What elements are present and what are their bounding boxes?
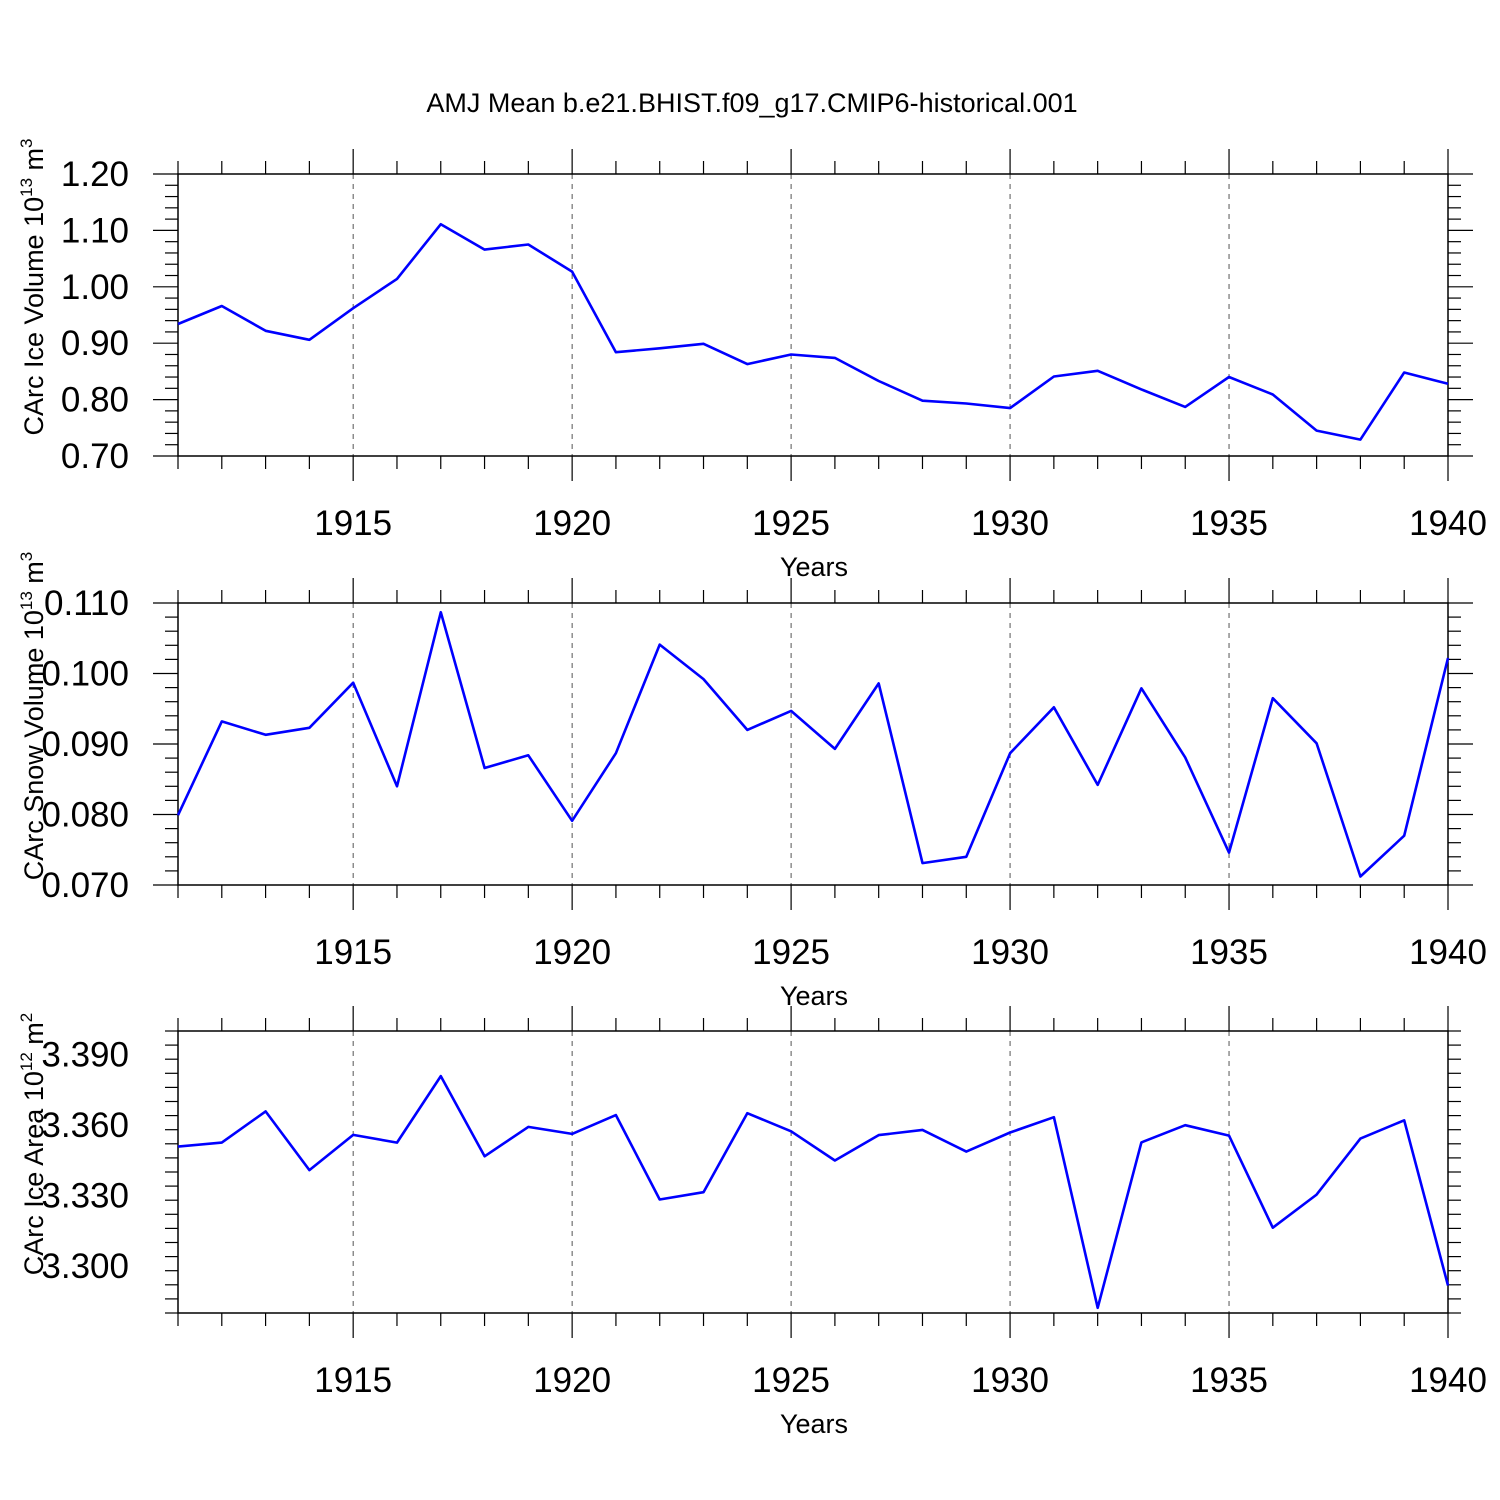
panels-container: 0.70 0.80 0.90 1.00 1.10 1.20 1915 1920 1925 1930… xyxy=(17,138,1487,1439)
y-tick-label: 0.70 xyxy=(61,437,129,476)
x-tick-label: 1935 xyxy=(1190,933,1268,972)
y-tick-label: 0.80 xyxy=(61,381,129,420)
y-axis-label: CArc Snow Volume 1013 m3 xyxy=(17,552,49,881)
x-axis-label: Years xyxy=(780,981,848,1011)
x-tick-label: 1940 xyxy=(1409,504,1487,543)
x-axis-label: Years xyxy=(780,1409,848,1439)
x-tick-label: 1940 xyxy=(1409,1361,1487,1400)
x-tick-label: 1915 xyxy=(314,933,392,972)
x-tick-label: 1920 xyxy=(533,504,611,543)
y-tick-label: 0.110 xyxy=(44,584,129,623)
x-tick-label: 1920 xyxy=(533,933,611,972)
x-axis-label: Years xyxy=(780,552,848,582)
series-line xyxy=(177,222,1449,441)
x-tick-label: 1940 xyxy=(1409,933,1487,972)
plot-frame xyxy=(177,173,1449,457)
x-tick-label: 1935 xyxy=(1190,504,1268,543)
x-tick-label: 1915 xyxy=(314,504,392,543)
series-line xyxy=(177,1074,1450,1310)
chart-title: AMJ Mean b.e21.BHIST.f09_g17.CMIP6-histo… xyxy=(426,88,1077,118)
x-tick-label: 1925 xyxy=(752,933,830,972)
panel-3: 3.300 3.330 3.360 3.390 1915 1920 1925 1930 1935… xyxy=(17,1006,1487,1439)
panel-1: 0.70 0.80 0.90 1.00 1.10 1.20 1915 1920 1925 1930… xyxy=(17,138,1487,582)
series-line xyxy=(176,610,1450,878)
x-tick-label: 1925 xyxy=(752,1361,830,1400)
x-tick-label: 1930 xyxy=(971,504,1049,543)
x-tick-label: 1925 xyxy=(752,504,830,543)
x-tick-label: 1915 xyxy=(314,1361,392,1400)
y-tick-label: 0.100 xyxy=(41,655,129,694)
y-tick-label: 3.360 xyxy=(41,1106,129,1145)
y-tick-label: 1.20 xyxy=(61,155,129,194)
x-tick-label: 1935 xyxy=(1190,1361,1268,1400)
y-tick-label: 3.300 xyxy=(41,1247,129,1286)
y-axis-label: CArc Ice Area 1012 m2 xyxy=(17,1013,49,1276)
x-tick-label: 1920 xyxy=(533,1361,611,1400)
y-axis-label: CArc Ice Volume 1013 m3 xyxy=(17,138,49,435)
y-tick-label: 0.90 xyxy=(61,324,129,363)
x-tick-label: 1930 xyxy=(971,1361,1049,1400)
panel-2: 0.070 0.080 0.090 0.100 0.110 1915 1920 1925 193… xyxy=(17,552,1487,1011)
y-tick-label: 0.070 xyxy=(41,866,129,905)
y-tick-label: 1.10 xyxy=(61,211,129,250)
y-tick-label: 0.090 xyxy=(41,725,129,764)
y-tick-label: 3.390 xyxy=(41,1036,129,1075)
x-tick-label: 1930 xyxy=(971,933,1049,972)
y-tick-label: 1.00 xyxy=(61,268,129,307)
y-tick-label: 3.330 xyxy=(41,1177,129,1216)
y-tick-label: 0.080 xyxy=(41,796,129,835)
